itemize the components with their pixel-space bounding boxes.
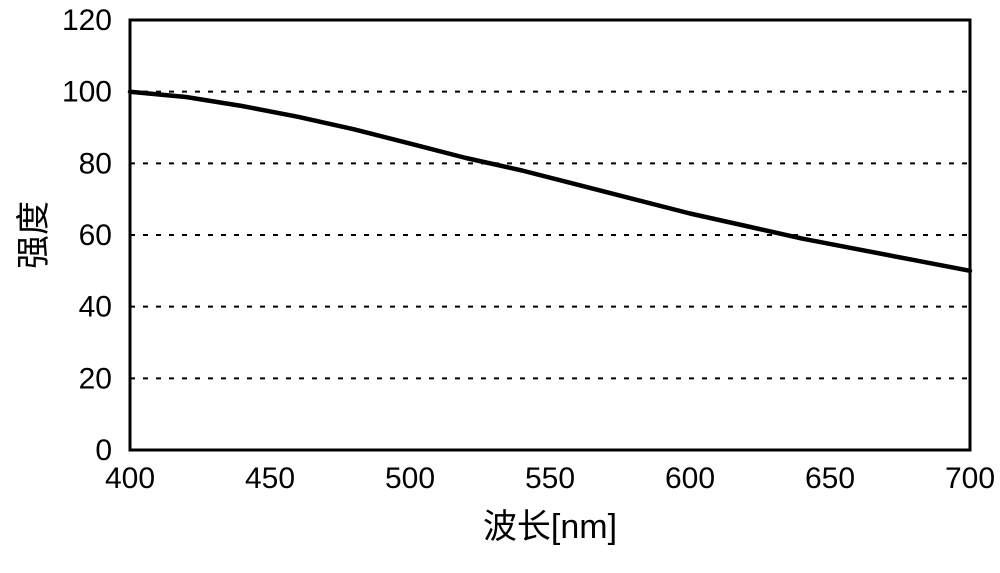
x-tick-label: 700 — [945, 462, 995, 495]
y-tick-label: 0 — [95, 434, 112, 467]
x-tick-label: 450 — [245, 462, 295, 495]
x-tick-label: 400 — [105, 462, 155, 495]
y-axis-title: 强度 — [15, 201, 53, 269]
x-axis-title: 波长[nm] — [483, 508, 617, 546]
x-tick-label: 500 — [385, 462, 435, 495]
x-tick-label: 650 — [805, 462, 855, 495]
intensity-vs-wavelength-chart: 400 450 500 550 600 650 700 0 20 40 60 80 100 120 波长[n… — [0, 0, 1000, 573]
y-tick-label: 60 — [79, 219, 112, 252]
chart-svg: 400 450 500 550 600 650 700 0 20 40 60 80 100 120 波长[n… — [0, 0, 1000, 573]
y-tick-label: 40 — [79, 291, 112, 324]
y-tick-label: 80 — [79, 147, 112, 180]
y-tick-label: 100 — [62, 76, 112, 109]
y-tick-label: 20 — [79, 362, 112, 395]
y-tick-label: 120 — [62, 4, 112, 37]
intensity-curve — [130, 92, 970, 271]
x-tick-label: 600 — [665, 462, 715, 495]
x-tick-label: 550 — [525, 462, 575, 495]
